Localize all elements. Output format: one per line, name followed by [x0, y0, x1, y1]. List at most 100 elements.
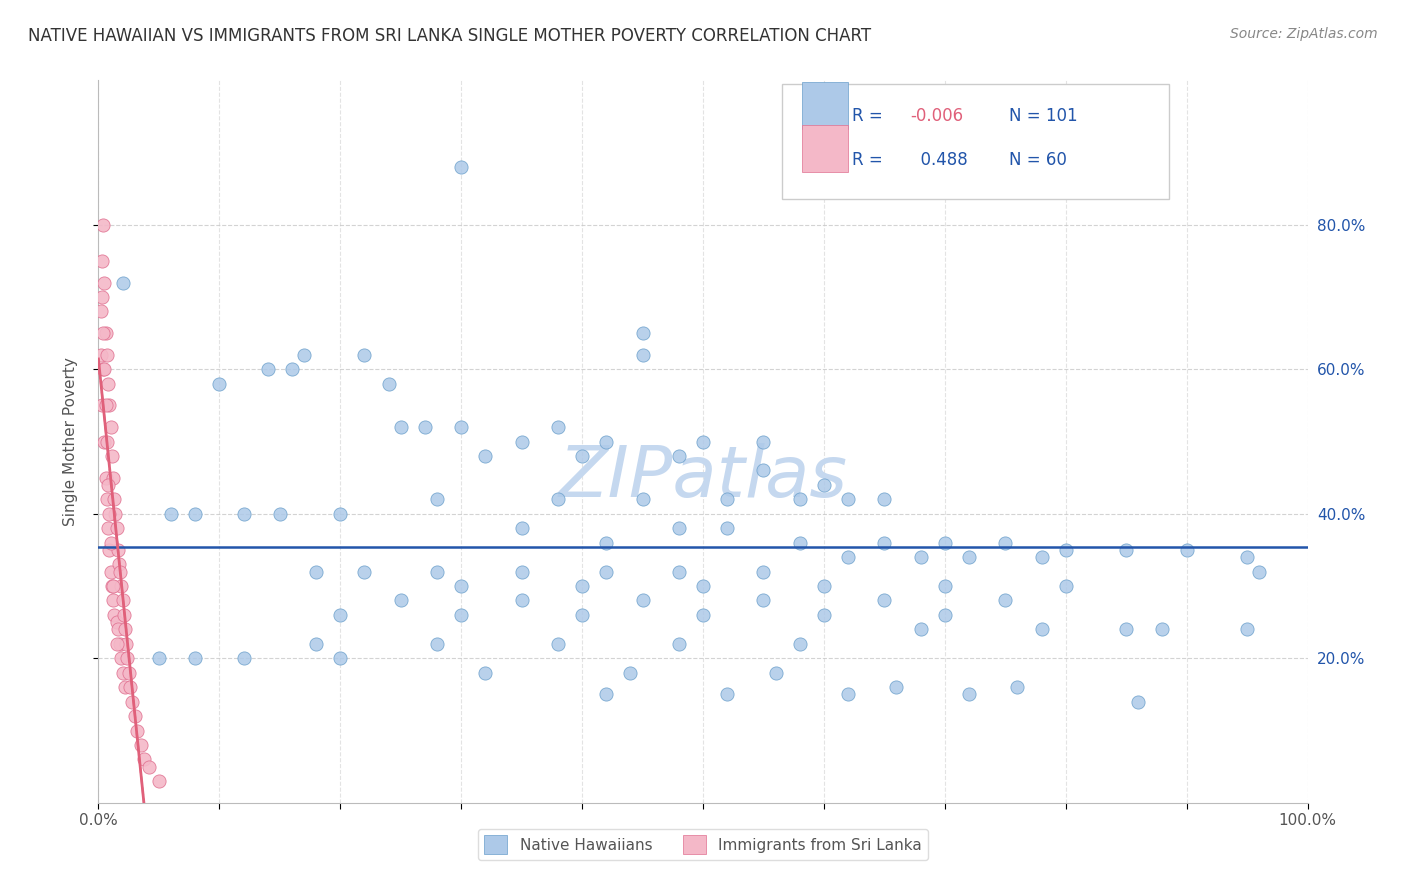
Point — [873, 593, 896, 607]
Point — [813, 607, 835, 622]
Point — [148, 651, 170, 665]
Point — [510, 593, 533, 607]
Point — [110, 579, 132, 593]
Point — [450, 160, 472, 174]
Point — [305, 637, 328, 651]
Point — [1115, 623, 1137, 637]
Point — [91, 253, 114, 268]
Point — [160, 507, 183, 521]
Point — [97, 376, 120, 391]
Point — [1236, 623, 1258, 637]
Point — [93, 362, 115, 376]
Point — [1249, 565, 1271, 579]
Point — [1128, 695, 1150, 709]
Point — [208, 376, 231, 391]
Point — [100, 565, 122, 579]
Point — [934, 535, 956, 549]
Point — [510, 565, 533, 579]
Point — [114, 623, 136, 637]
Point — [886, 680, 908, 694]
Point — [100, 535, 122, 549]
Point — [1236, 550, 1258, 565]
Point — [91, 218, 114, 232]
FancyBboxPatch shape — [803, 126, 848, 172]
Point — [98, 542, 121, 557]
Point — [91, 290, 114, 304]
Point — [716, 687, 738, 701]
Point — [413, 420, 436, 434]
Text: N = 60: N = 60 — [1010, 151, 1067, 169]
Point — [103, 492, 125, 507]
Point — [595, 434, 617, 449]
Point — [98, 398, 121, 412]
Point — [692, 579, 714, 593]
Point — [292, 348, 315, 362]
Point — [1175, 542, 1198, 557]
Point — [752, 593, 775, 607]
Point — [813, 579, 835, 593]
Point — [138, 760, 160, 774]
Point — [118, 680, 141, 694]
Point — [111, 593, 134, 607]
Point — [91, 362, 114, 376]
Point — [934, 579, 956, 593]
Text: N = 101: N = 101 — [1010, 107, 1077, 126]
Point — [389, 420, 412, 434]
Point — [108, 558, 131, 572]
Point — [94, 326, 117, 340]
Y-axis label: Single Mother Poverty: Single Mother Poverty — [63, 357, 77, 526]
Point — [389, 593, 412, 607]
Point — [450, 607, 472, 622]
Point — [115, 637, 138, 651]
Point — [134, 752, 156, 766]
Point — [305, 565, 328, 579]
Point — [668, 565, 690, 579]
Text: ZIPatlas: ZIPatlas — [558, 443, 848, 512]
Point — [114, 680, 136, 694]
Point — [111, 276, 134, 290]
Point — [426, 492, 449, 507]
Point — [837, 550, 859, 565]
Text: -0.006: -0.006 — [910, 107, 963, 126]
Text: R =: R = — [852, 151, 883, 169]
Point — [184, 651, 207, 665]
Point — [765, 665, 787, 680]
Point — [510, 521, 533, 535]
Point — [96, 492, 118, 507]
Point — [94, 398, 117, 412]
Point — [256, 362, 278, 376]
Point — [668, 521, 690, 535]
Point — [105, 521, 128, 535]
Text: 0.488: 0.488 — [910, 151, 967, 169]
Text: R =: R = — [852, 107, 883, 126]
Point — [752, 565, 775, 579]
Point — [93, 434, 115, 449]
Point — [571, 449, 593, 463]
Point — [547, 492, 569, 507]
Point — [510, 434, 533, 449]
Point — [112, 607, 135, 622]
Point — [1152, 623, 1174, 637]
Point — [934, 607, 956, 622]
Point — [96, 348, 118, 362]
Point — [108, 565, 131, 579]
Point — [98, 507, 121, 521]
Point — [90, 348, 112, 362]
Point — [96, 434, 118, 449]
Point — [994, 593, 1017, 607]
Point — [93, 276, 115, 290]
Point — [104, 507, 127, 521]
Point — [117, 651, 139, 665]
Point — [107, 542, 129, 557]
Point — [631, 492, 654, 507]
Point — [631, 326, 654, 340]
Point — [107, 623, 129, 637]
Point — [329, 651, 352, 665]
Point — [595, 535, 617, 549]
Point — [873, 535, 896, 549]
Point — [789, 637, 811, 651]
Point — [121, 695, 143, 709]
Point — [668, 637, 690, 651]
Point — [631, 348, 654, 362]
Point — [474, 449, 496, 463]
